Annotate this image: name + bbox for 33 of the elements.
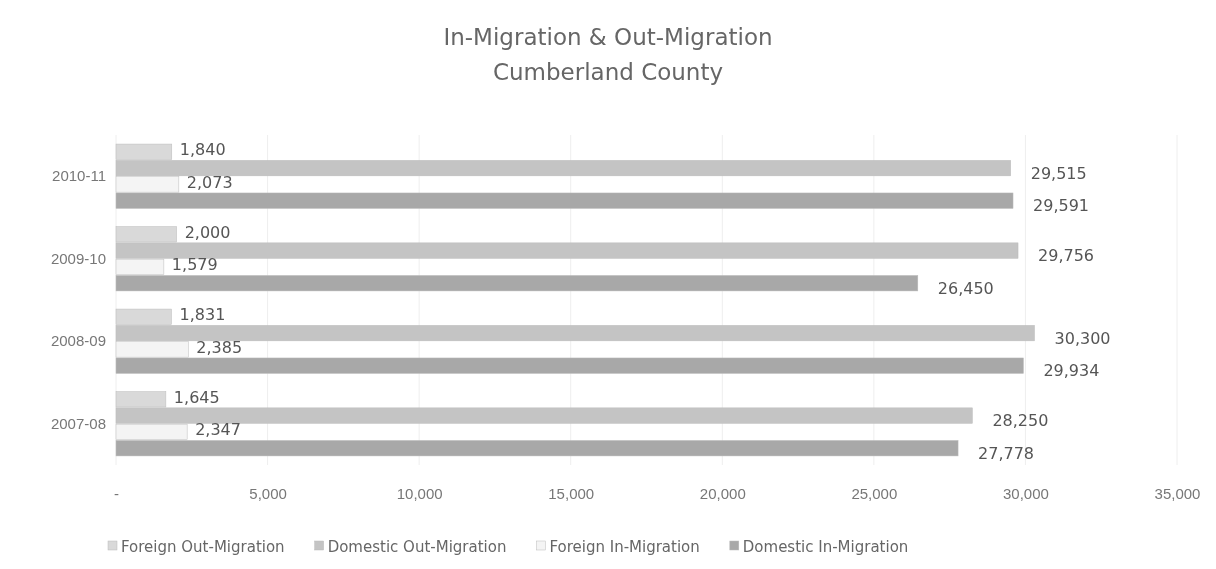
data-label: 29,934 (1043, 361, 1100, 381)
y-tick-label: 2010-11 (52, 167, 106, 185)
chart-title: In-Migration & Out-Migration Cumberland County (443, 24, 773, 85)
x-tick-label: 10,000 (396, 484, 443, 502)
legend-label: Foreign Out-Migration (121, 538, 285, 556)
x-tick-label: 20,000 (699, 484, 746, 502)
x-tick-label: 35,000 (1154, 484, 1201, 502)
data-label: 28,250 (992, 411, 1049, 431)
data-label: 2,073 (186, 172, 233, 192)
data-label: 2,385 (196, 337, 243, 357)
data-label: 1,840 (179, 140, 226, 160)
data-label: 26,450 (937, 278, 994, 298)
data-label: 29,515 (1030, 163, 1087, 183)
legend-label: Domestic Out-Migration (327, 538, 507, 556)
legend-label: Domestic In-Migration (742, 538, 909, 556)
data-label: 2,000 (184, 222, 231, 242)
x-tick-label: 25,000 (851, 484, 898, 502)
x-tick-label: 15,000 (548, 484, 595, 502)
data-label: 1,645 (173, 387, 220, 407)
legend-label: Foreign In-Migration (549, 538, 700, 556)
x-tick-label: - (114, 484, 119, 502)
y-tick-label: 2009-10 (50, 249, 106, 267)
x-tick-label: 30,000 (1002, 484, 1049, 502)
y-tick-label: 2007-08 (50, 414, 106, 432)
data-label: 2,347 (195, 420, 241, 440)
data-label: 30,300 (1054, 328, 1111, 348)
data-label: 29,591 (1033, 196, 1090, 216)
data-label: 29,756 (1038, 246, 1095, 266)
data-label: 27,778 (978, 443, 1035, 463)
data-label: 1,831 (179, 305, 226, 325)
x-tick-label: 5,000 (249, 484, 287, 502)
y-tick-label: 2008-09 (50, 332, 106, 350)
data-label: 1,579 (171, 255, 218, 275)
